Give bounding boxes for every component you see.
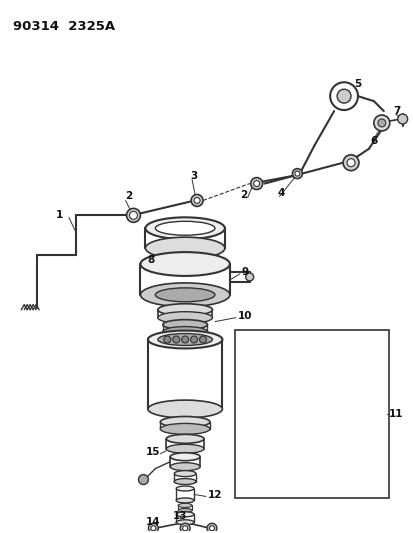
Ellipse shape bbox=[176, 520, 194, 525]
Circle shape bbox=[209, 526, 214, 531]
Ellipse shape bbox=[157, 334, 212, 345]
Ellipse shape bbox=[176, 498, 194, 503]
Circle shape bbox=[164, 336, 170, 343]
Ellipse shape bbox=[147, 330, 222, 349]
Circle shape bbox=[253, 181, 259, 187]
Circle shape bbox=[373, 115, 389, 131]
Circle shape bbox=[342, 155, 358, 171]
Circle shape bbox=[182, 526, 187, 531]
Text: 2: 2 bbox=[239, 190, 247, 200]
Ellipse shape bbox=[166, 434, 204, 443]
Text: 12: 12 bbox=[207, 490, 222, 500]
Ellipse shape bbox=[176, 512, 194, 517]
Bar bbox=[234, 329, 388, 498]
Circle shape bbox=[172, 336, 179, 343]
Circle shape bbox=[150, 526, 155, 531]
Ellipse shape bbox=[178, 503, 192, 507]
Circle shape bbox=[377, 119, 385, 127]
Ellipse shape bbox=[157, 312, 212, 324]
Text: 9: 9 bbox=[241, 267, 248, 277]
Circle shape bbox=[336, 89, 350, 103]
Circle shape bbox=[206, 523, 216, 533]
Circle shape bbox=[199, 336, 206, 343]
Circle shape bbox=[191, 195, 202, 206]
Circle shape bbox=[194, 197, 199, 204]
Circle shape bbox=[180, 523, 190, 533]
Ellipse shape bbox=[157, 304, 212, 316]
Ellipse shape bbox=[174, 471, 196, 477]
Ellipse shape bbox=[174, 479, 196, 484]
Ellipse shape bbox=[170, 463, 199, 471]
Text: 3: 3 bbox=[190, 171, 197, 181]
Text: 14: 14 bbox=[145, 517, 160, 527]
Circle shape bbox=[129, 212, 137, 219]
Circle shape bbox=[294, 171, 299, 176]
Ellipse shape bbox=[162, 327, 207, 336]
Circle shape bbox=[292, 168, 301, 179]
Text: 7: 7 bbox=[393, 106, 400, 116]
Ellipse shape bbox=[176, 486, 194, 491]
Ellipse shape bbox=[140, 252, 229, 276]
Text: 10: 10 bbox=[237, 311, 252, 321]
Text: 90314  2325A: 90314 2325A bbox=[13, 20, 115, 33]
Text: 1: 1 bbox=[56, 211, 63, 220]
Text: 11: 11 bbox=[388, 409, 402, 419]
Circle shape bbox=[148, 523, 158, 533]
Circle shape bbox=[126, 208, 140, 222]
Circle shape bbox=[250, 177, 262, 190]
Circle shape bbox=[397, 114, 407, 124]
Text: 5: 5 bbox=[353, 79, 361, 89]
Ellipse shape bbox=[160, 416, 209, 427]
Ellipse shape bbox=[178, 508, 192, 512]
Circle shape bbox=[181, 336, 188, 343]
Circle shape bbox=[190, 336, 197, 343]
Ellipse shape bbox=[155, 288, 214, 302]
Ellipse shape bbox=[155, 221, 214, 235]
Text: 8: 8 bbox=[147, 255, 154, 265]
Circle shape bbox=[346, 159, 354, 167]
Ellipse shape bbox=[162, 320, 207, 329]
Circle shape bbox=[330, 82, 357, 110]
Text: 13: 13 bbox=[173, 511, 187, 521]
Text: 6: 6 bbox=[369, 136, 376, 146]
Circle shape bbox=[138, 474, 148, 484]
Text: 2: 2 bbox=[125, 191, 133, 201]
Ellipse shape bbox=[140, 283, 229, 306]
Ellipse shape bbox=[166, 445, 204, 453]
Ellipse shape bbox=[145, 217, 224, 239]
Ellipse shape bbox=[170, 453, 199, 461]
Text: 15: 15 bbox=[145, 447, 159, 457]
Ellipse shape bbox=[147, 400, 222, 418]
Ellipse shape bbox=[145, 237, 224, 259]
Ellipse shape bbox=[160, 423, 209, 434]
Text: 4: 4 bbox=[277, 189, 284, 198]
Circle shape bbox=[245, 273, 253, 281]
